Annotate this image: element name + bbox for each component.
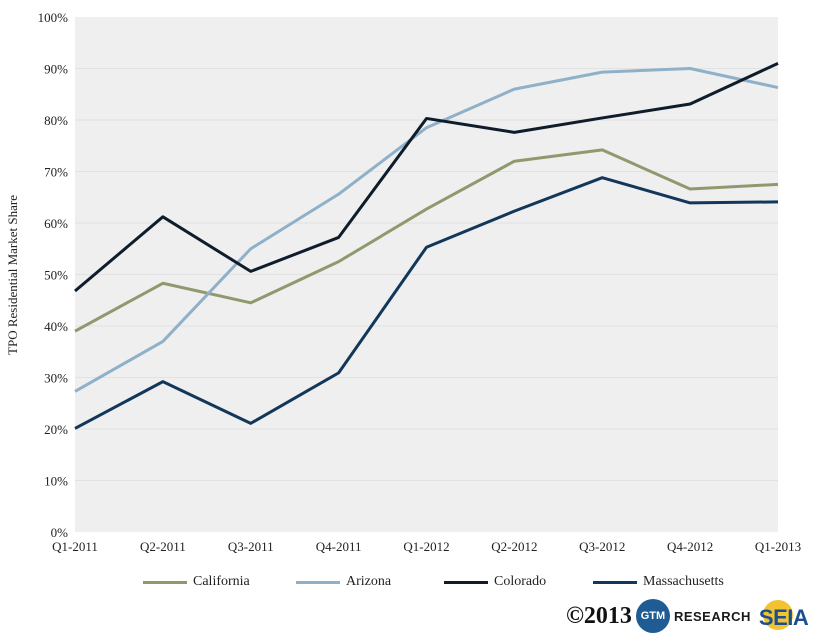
copyright-text: ©2013 (566, 602, 632, 629)
legend-swatch (296, 580, 340, 584)
x-tick-label: Q3-2012 (579, 539, 625, 554)
x-tick-labels: Q1-2011 Q2-2011 Q3-2011 Q4-2011 Q1-2012 Q2-20… (52, 539, 801, 554)
x-tick-label: Q4-2011 (316, 539, 362, 554)
legend-item-colorado: Colorado (444, 574, 546, 590)
series-line-massachusetts (74, 176, 779, 430)
y-tick-label: 10% (44, 474, 68, 489)
legend-swatch (444, 580, 488, 584)
sun-icon (762, 600, 793, 630)
x-tick-label: Q1-2012 (403, 539, 449, 554)
y-tick-label: 80% (44, 113, 68, 128)
x-tick-label: Q1-2011 (52, 539, 98, 554)
legend-item-massachusetts: Massachusetts (593, 574, 724, 590)
y-tick-label: 40% (44, 319, 68, 334)
y-tick-label: 50% (44, 268, 68, 283)
gtm-research-logo: GTM RESEARCH (635, 599, 751, 633)
seia-logo: SEIA (759, 598, 815, 634)
gridlines (75, 68, 778, 481)
seia-logo-text: SEIA (758, 605, 809, 630)
legend-item-california: California (143, 574, 250, 590)
y-tick-label: 30% (44, 371, 68, 386)
series-lines (74, 61, 779, 430)
legend: California Arizona Colorado Massachusetts (0, 574, 818, 598)
series-line-arizona (74, 67, 779, 393)
x-tick-label: Q2-2012 (491, 539, 537, 554)
gtm-logo-icon: GTM (635, 599, 670, 633)
y-tick-label: 100% (38, 10, 69, 25)
legend-swatch (593, 580, 637, 584)
x-tick-label: Q1-2013 (755, 539, 801, 554)
footer: ©2013 GTM RESEARCH SEIA (566, 598, 815, 634)
y-tick-label: 90% (44, 62, 68, 77)
legend-label: Colorado (494, 574, 547, 589)
y-tick-labels: 0% 10% 20% 30% 40% 50% 60% 70% 80% 90% 100% (38, 10, 69, 540)
x-tick-label: Q2-2011 (140, 539, 186, 554)
legend-label: Massachusetts (643, 574, 724, 589)
line-chart: 0% 10% 20% 30% 40% 50% 60% 70% 80% 90% 100% Q1-201… (5, 10, 801, 554)
legend-swatch (143, 580, 187, 584)
y-tick-label: 70% (44, 165, 68, 180)
gtm-research-text: RESEARCH (673, 608, 751, 624)
series-line-colorado (74, 61, 779, 293)
y-tick-label: 20% (44, 422, 68, 437)
y-tick-label: 0% (51, 525, 69, 540)
x-tick-label: Q4-2012 (667, 539, 713, 554)
series-line-california (74, 148, 779, 333)
legend-item-arizona: Arizona (296, 574, 391, 590)
x-tick-label: Q3-2011 (228, 539, 274, 554)
y-axis-label: TPO Residential Market Share (5, 195, 20, 355)
legend-label: Arizona (346, 574, 392, 589)
legend-label: California (193, 574, 250, 589)
y-tick-label: 60% (44, 216, 68, 231)
